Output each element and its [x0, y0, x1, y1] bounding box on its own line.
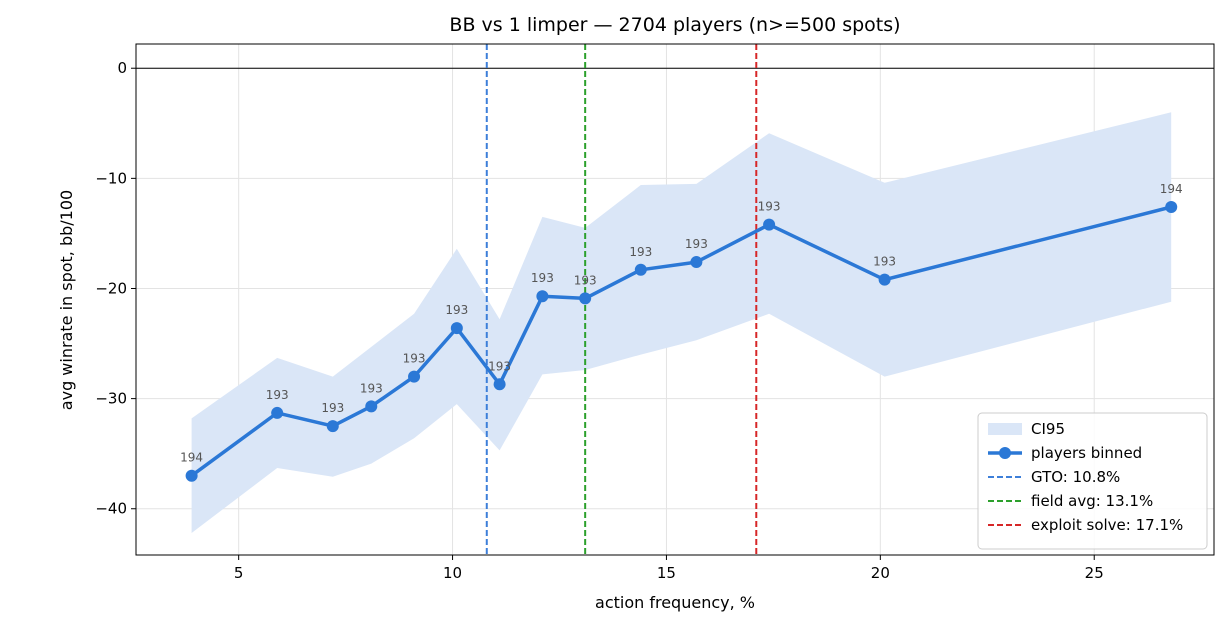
- x-tick-label: 15: [657, 564, 676, 582]
- ci95-area: [191, 112, 1172, 534]
- data-point: [326, 420, 339, 433]
- data-point: [690, 256, 703, 269]
- data-point: [1165, 200, 1178, 213]
- legend-series-marker: [999, 447, 1011, 459]
- y-tick-label: −40: [95, 500, 127, 518]
- y-tick-label: −30: [95, 390, 127, 408]
- legend-box: [977, 412, 1208, 550]
- y-tick-label: 0: [117, 59, 127, 77]
- data-point: [579, 292, 592, 305]
- count-label: 193: [873, 255, 896, 269]
- y-tick-label: −10: [95, 169, 127, 187]
- data-point: [763, 218, 776, 231]
- count-label: 194: [1160, 182, 1183, 196]
- count-label: 194: [180, 451, 203, 465]
- x-axis-ticks: 5 10 15 20 25: [234, 555, 1104, 582]
- series-line: [190, 205, 1172, 478]
- count-labels: 194 193 193 193 193 193 193 193 193 193 193 193 193 1…: [180, 182, 1183, 465]
- data-point: [408, 370, 421, 383]
- legend-reference-label: field avg: 13.1%: [1031, 492, 1153, 510]
- count-label: 193: [321, 401, 344, 415]
- data-point: [450, 322, 463, 335]
- x-tick-label: 10: [443, 564, 462, 582]
- legend-reference-label: GTO: 10.8%: [1031, 468, 1120, 486]
- x-tick-label: 25: [1085, 564, 1104, 582]
- x-tick-label: 20: [871, 564, 890, 582]
- data-point: [634, 263, 647, 276]
- count-label: 193: [629, 245, 652, 259]
- plot-frame: [135, 43, 1215, 556]
- legend: CI95 players binned GTO: 10.8% field avg: 1…: [977, 412, 1208, 550]
- ci95-band: [191, 112, 1172, 534]
- y-tick-label: −20: [95, 279, 127, 297]
- count-label: 193: [266, 388, 289, 402]
- count-label: 193: [488, 359, 511, 373]
- count-label: 193: [403, 352, 426, 366]
- count-label: 193: [360, 381, 383, 395]
- y-axis-label: avg winrate in spot, bb/100: [57, 190, 76, 410]
- x-tick-label: 5: [234, 564, 244, 582]
- count-label: 193: [685, 237, 708, 251]
- legend-reference-label: exploit solve: 17.1%: [1031, 516, 1183, 534]
- data-point: [878, 273, 891, 286]
- count-label: 193: [574, 273, 597, 287]
- legend-ci95-swatch: [988, 423, 1022, 435]
- x-axis-label: action frequency, %: [595, 593, 755, 612]
- count-label: 193: [445, 303, 468, 317]
- count-label: 193: [531, 271, 554, 285]
- data-point: [493, 378, 506, 391]
- y-axis-ticks: 0 −10 −20 −30 −40: [95, 59, 136, 518]
- data-point: [185, 469, 198, 482]
- count-label: 193: [758, 200, 781, 214]
- legend-ci95-label: CI95: [1031, 420, 1065, 438]
- data-point: [271, 406, 284, 419]
- legend-series-label: players binned: [1031, 444, 1142, 462]
- data-point: [536, 290, 549, 303]
- chart-title: BB vs 1 limper — 2704 players (n>=500 sp…: [449, 14, 900, 36]
- data-point: [365, 400, 378, 413]
- series-players-binned: [185, 200, 1178, 482]
